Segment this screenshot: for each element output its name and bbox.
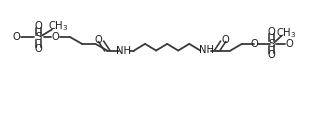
Text: O: O <box>13 32 21 42</box>
Text: O: O <box>250 39 258 49</box>
Text: O: O <box>286 39 294 49</box>
Text: CH$_3$: CH$_3$ <box>48 20 69 34</box>
Text: O: O <box>35 21 43 31</box>
Text: S: S <box>36 32 42 42</box>
Text: O: O <box>95 35 103 45</box>
Text: O: O <box>221 35 229 45</box>
Text: NH: NH <box>199 45 214 55</box>
Text: CH$_3$: CH$_3$ <box>276 26 297 40</box>
Text: NH: NH <box>117 45 131 56</box>
Text: O: O <box>51 32 59 42</box>
Text: S: S <box>268 39 274 49</box>
Text: O: O <box>35 44 43 54</box>
Text: O: O <box>267 50 275 60</box>
Text: O: O <box>267 27 275 38</box>
